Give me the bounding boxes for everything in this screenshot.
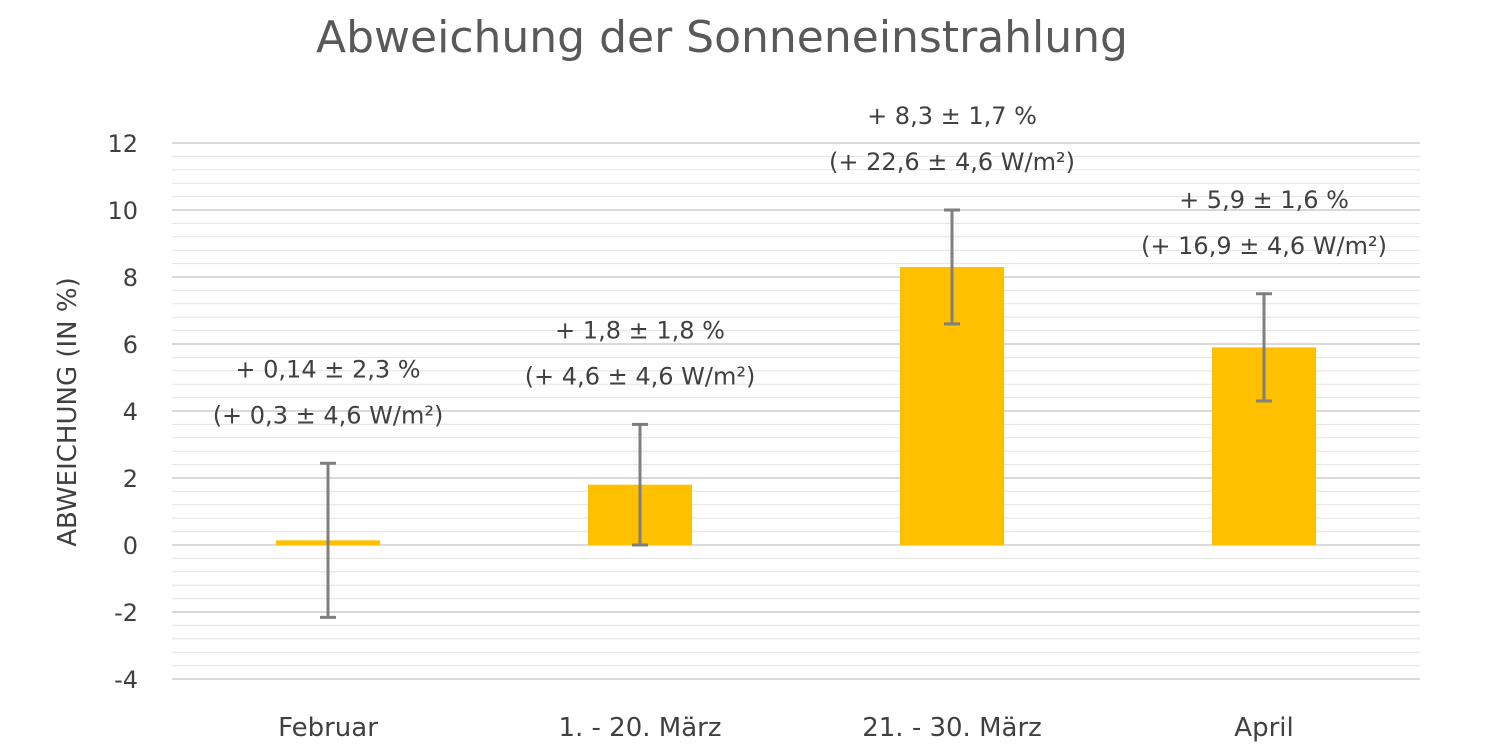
y-tick-label: 10 <box>107 197 138 225</box>
x-tick-label: 1. - 20. März <box>558 713 721 743</box>
y-tick-label: 12 <box>107 130 138 158</box>
y-tick-label: 8 <box>123 264 138 292</box>
data-label-irradiance: (+ 0,3 ± 4,6 W/m²) <box>213 401 444 429</box>
data-label-irradiance: (+ 16,9 ± 4,6 W/m²) <box>1141 232 1387 260</box>
data-label-irradiance: (+ 22,6 ± 4,6 W/m²) <box>829 148 1075 176</box>
y-tick-label: -2 <box>114 599 138 627</box>
chart-title: Abweichung der Sonneneinstrahlung <box>316 12 1128 63</box>
y-tick-label: -4 <box>114 666 138 694</box>
data-label-value: + 1,8 ± 1,8 % <box>555 316 725 344</box>
data-labels: + 0,14 ± 2,3 % (+ 0,3 ± 4,6 W/m²) + 1,8 ± … <box>213 102 1387 429</box>
error-bars <box>320 208 1272 619</box>
y-tick-label: 4 <box>123 398 138 426</box>
x-tick-label: April <box>1234 713 1293 743</box>
y-axis-label: ABWEICHUNG (IN %) <box>53 277 83 546</box>
x-tick-label: 21. - 30. März <box>862 713 1042 743</box>
data-label-value: + 0,14 ± 2,3 % <box>235 355 420 383</box>
data-label-value: + 5,9 ± 1,6 % <box>1179 186 1349 214</box>
data-label-value: + 8,3 ± 1,7 % <box>867 102 1037 130</box>
y-tick-label: 2 <box>123 465 138 493</box>
y-axis-ticks: -4 -2 0 2 4 6 8 10 12 <box>107 130 138 694</box>
x-axis-ticks: Februar 1. - 20. März 21. - 30. März April <box>278 713 1294 743</box>
y-tick-label: 0 <box>123 532 138 560</box>
data-label-irradiance: (+ 4,6 ± 4,6 W/m²) <box>525 362 756 390</box>
x-tick-label: Februar <box>278 713 378 743</box>
y-tick-label: 6 <box>123 331 138 359</box>
